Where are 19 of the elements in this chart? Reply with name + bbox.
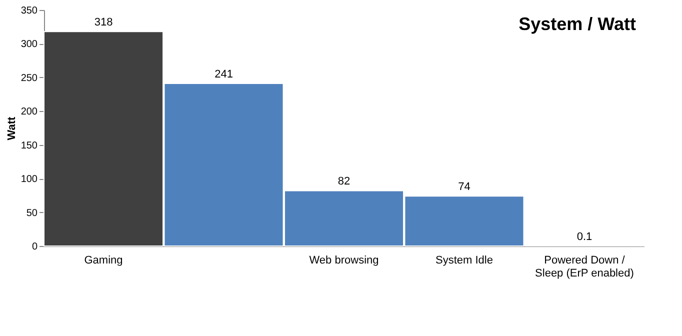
y-tick-label: 100 [20,174,38,186]
data-label: 241 [214,68,233,80]
data-label: 0.1 [576,230,592,243]
x-tick-label: Powered Down / Sleep (ErP enabled) [535,254,634,280]
x-tick-label: Web browsing [309,254,379,266]
y-tick-label: 150 [20,140,38,152]
y-tick-label: 250 [20,72,38,84]
y-tick-label: 0 [32,242,38,252]
y-tick-label: 200 [20,106,38,118]
data-label: 318 [94,16,113,29]
x-tick-label: System Idle [436,254,493,266]
y-tick-label: 50 [26,208,38,219]
y-tick-label: 300 [20,39,38,50]
data-label: 82 [338,176,350,188]
chart-title: System / Watt [518,14,636,34]
y-tick-label: 350 [20,6,38,16]
data-label: 74 [458,181,470,194]
y-axis-title: Watt [6,116,18,140]
x-tick-label: Gaming [84,254,123,266]
